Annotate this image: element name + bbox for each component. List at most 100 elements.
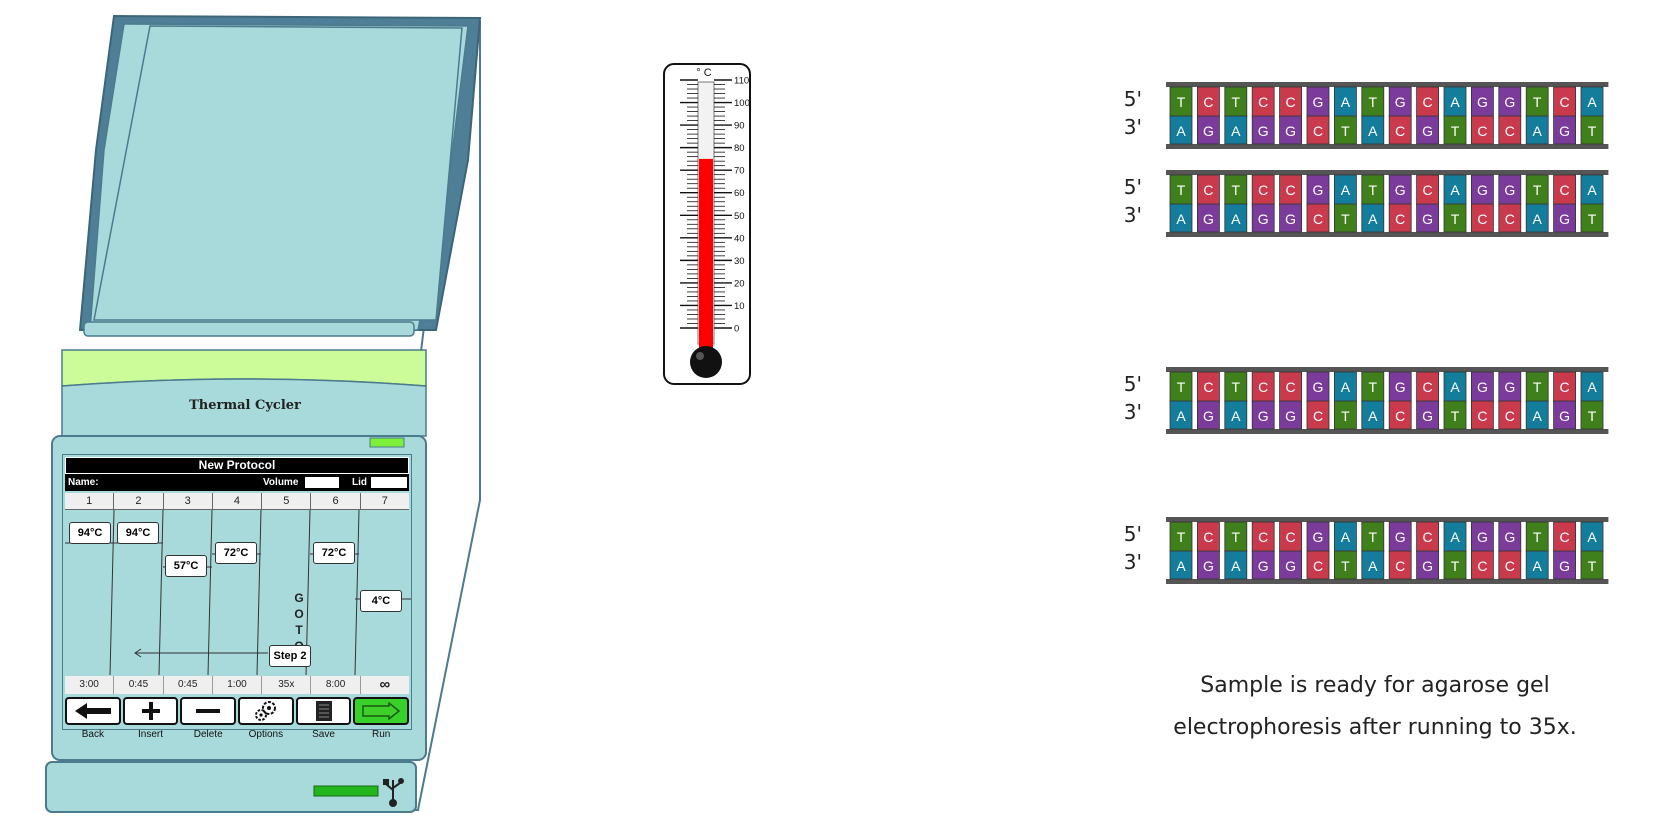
- dna-base-bottom: [1169, 550, 1193, 580]
- thermometer-tick-label: 80: [734, 143, 745, 154]
- dna-base-bottom: [1169, 115, 1193, 145]
- dna-base-label: T: [1369, 182, 1378, 198]
- dna-base-label: A: [1176, 408, 1186, 424]
- step-time[interactable]: 8:00: [311, 676, 361, 694]
- dna-base-label: C: [1423, 379, 1433, 395]
- dna-base-bottom: [1580, 400, 1604, 430]
- dna-base-label: C: [1286, 379, 1296, 395]
- step-time[interactable]: 0:45: [114, 676, 164, 694]
- dna-base-label: A: [1176, 558, 1186, 574]
- dna-base-label: T: [1533, 379, 1542, 395]
- dna-base-label: G: [1203, 211, 1214, 227]
- run-label: Run: [372, 729, 391, 740]
- dna-strands: TCTCCGATGCAGGTCAAGAGGCTACGTCCAGT5'3'3'5'…: [1124, 82, 1609, 584]
- dna-base-label: T: [1341, 211, 1350, 227]
- dna-base-label: T: [1177, 94, 1186, 110]
- thermometer-tick-label: 100: [734, 98, 750, 109]
- dna-end-label: 5': [1124, 87, 1142, 111]
- dna-base-label: C: [1258, 182, 1268, 198]
- dna-base-label: G: [1422, 408, 1433, 424]
- dna-base-bottom: [1251, 550, 1275, 580]
- step-time[interactable]: 1:00: [213, 676, 263, 694]
- dna-backbone-top: [1166, 82, 1609, 87]
- dna-base-label: G: [1258, 123, 1269, 139]
- save-button[interactable]: [295, 697, 352, 725]
- dna-base-label: C: [1313, 558, 1323, 574]
- back-button[interactable]: [65, 697, 121, 725]
- dna-base-label: C: [1203, 379, 1213, 395]
- dna-base-label: C: [1477, 558, 1487, 574]
- step-3-temp[interactable]: 57°C: [165, 555, 207, 577]
- dna-base-label: G: [1313, 379, 1324, 395]
- dna-base-label: G: [1559, 211, 1570, 227]
- dna-base-label: C: [1560, 182, 1570, 198]
- step-number: 7: [360, 493, 409, 510]
- dna-base-label: G: [1203, 123, 1214, 139]
- arrow-right-icon: [362, 702, 401, 720]
- insert-button[interactable]: [122, 697, 179, 725]
- step-number: 4: [212, 493, 263, 510]
- goto-letter: T: [295, 623, 303, 637]
- dna-base-label: A: [1368, 123, 1378, 139]
- dna-base-label: C: [1286, 182, 1296, 198]
- dna-base-bottom: [1333, 400, 1357, 430]
- step-6-temp[interactable]: 72°C: [313, 542, 355, 564]
- step-4-temp[interactable]: 72°C: [215, 542, 257, 564]
- dna-base-label: G: [1477, 379, 1488, 395]
- dna-end-label: 3': [1124, 550, 1142, 574]
- dna-base-label: C: [1477, 211, 1487, 227]
- thermometer-tick-label: 50: [734, 211, 745, 222]
- dna-base-label: G: [1559, 408, 1570, 424]
- dna-backbone-top: [1166, 170, 1609, 175]
- cycle-count[interactable]: 35x: [262, 676, 312, 694]
- dna-backbone-bottom: [1166, 579, 1609, 584]
- dna-base-label: T: [1341, 123, 1350, 139]
- insert-label: Insert: [138, 729, 164, 740]
- run-button[interactable]: [353, 697, 410, 725]
- dna-base-label: A: [1341, 529, 1351, 545]
- dna-base-label: C: [1395, 211, 1405, 227]
- delete-button[interactable]: [180, 697, 237, 725]
- dna-base-label: C: [1423, 182, 1433, 198]
- step-time[interactable]: 0:45: [164, 676, 213, 694]
- goto-target-step[interactable]: Step 2: [269, 645, 311, 667]
- dna-base-label: G: [1395, 94, 1406, 110]
- dna-base-bottom: [1443, 400, 1467, 430]
- dna-base-bottom: [1388, 550, 1412, 580]
- dna-base-bottom: [1416, 203, 1440, 233]
- dna-base-bottom: [1306, 400, 1330, 430]
- step-2-temp[interactable]: 94°C: [117, 522, 159, 544]
- dna-base-bottom: [1525, 550, 1549, 580]
- status-message-line-2: electrophoresis after running to 35x.: [1173, 715, 1577, 740]
- dna-base-label: G: [1285, 123, 1296, 139]
- dna-base-bottom: [1580, 115, 1604, 145]
- dna-base-bottom: [1197, 203, 1220, 233]
- dna-base-label: C: [1258, 94, 1268, 110]
- dna-base-label: A: [1450, 182, 1460, 198]
- thermal-cycler-device: [45, 14, 482, 813]
- step-7-temp[interactable]: 4°C: [360, 590, 402, 612]
- dna-base-bottom: [1361, 115, 1385, 145]
- dna-base-bottom: [1333, 115, 1357, 145]
- dna-base-label: A: [1341, 94, 1351, 110]
- thermometer-tick-label: 60: [734, 188, 745, 199]
- dna-base-bottom: [1416, 550, 1440, 580]
- thermometer-tick-label: 20: [734, 278, 745, 289]
- dna-base-label: A: [1587, 182, 1597, 198]
- dna-end-label: 3': [1124, 203, 1142, 227]
- thermometer-tick-label: 0: [734, 324, 739, 335]
- protocol-name-bar: Name: Volume Lid: [65, 474, 409, 491]
- step-1-temp[interactable]: 94°C: [69, 522, 111, 544]
- step-time[interactable]: 3:00: [65, 676, 115, 694]
- volume-input[interactable]: [305, 477, 339, 488]
- dna-base-label: G: [1313, 94, 1324, 110]
- infinite-hold[interactable]: ∞: [379, 676, 391, 693]
- dna-base-bottom: [1388, 400, 1412, 430]
- options-button[interactable]: [238, 697, 294, 725]
- dna-base-label: A: [1533, 558, 1543, 574]
- lid-input[interactable]: [371, 477, 407, 488]
- step-number: 5: [262, 493, 312, 510]
